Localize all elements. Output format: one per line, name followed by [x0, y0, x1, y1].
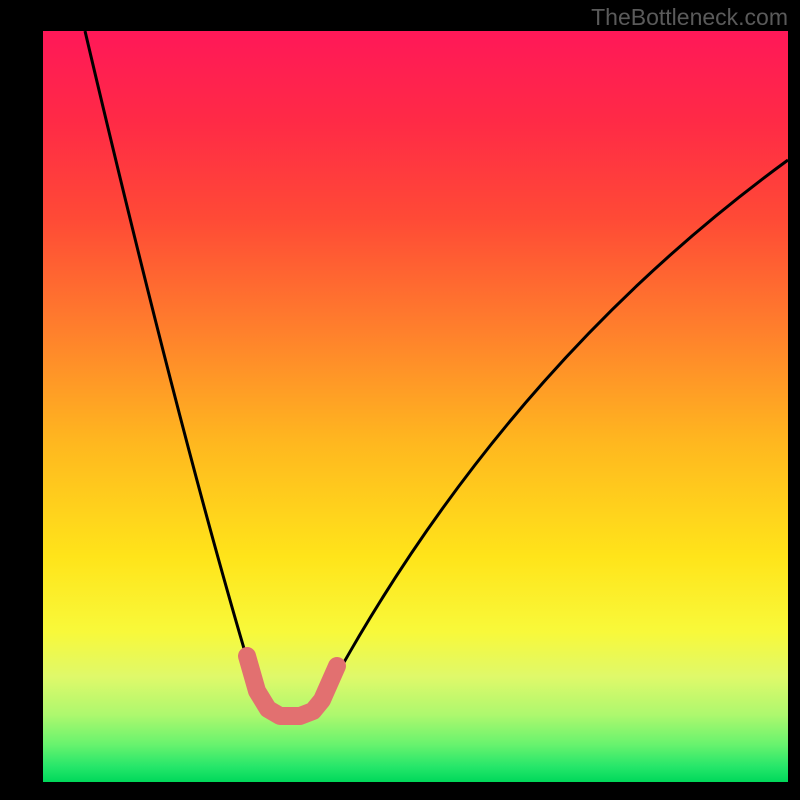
watermark-text: TheBottleneck.com	[591, 4, 788, 31]
chart-stage: TheBottleneck.com	[0, 0, 800, 800]
plot-background	[43, 31, 788, 782]
bottleneck-chart	[0, 0, 800, 800]
